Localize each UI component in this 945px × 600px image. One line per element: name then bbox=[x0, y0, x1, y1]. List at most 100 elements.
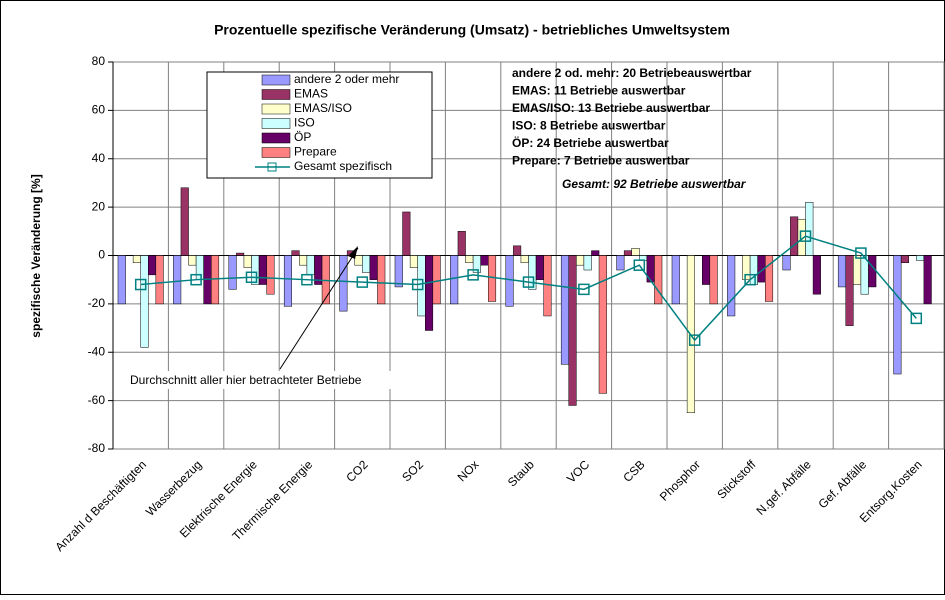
annotation: andere 2 od. mehr: 20 Betriebeauswertbar bbox=[512, 66, 752, 80]
bar bbox=[180, 187, 189, 256]
bar bbox=[845, 255, 854, 326]
legend-swatch bbox=[261, 147, 291, 158]
bar bbox=[402, 211, 411, 256]
legend-swatch bbox=[261, 132, 291, 144]
legend-label: ÖP bbox=[294, 130, 311, 144]
bar bbox=[132, 255, 141, 264]
line-marker bbox=[633, 259, 646, 271]
bar bbox=[236, 252, 245, 256]
legend-label: EMAS/ISO bbox=[294, 101, 352, 115]
bar bbox=[560, 255, 570, 365]
bar bbox=[306, 255, 315, 276]
bar bbox=[790, 216, 799, 256]
legend-swatch bbox=[261, 89, 291, 100]
y-tick-label: 80 bbox=[92, 54, 106, 68]
bar bbox=[450, 255, 459, 305]
bar bbox=[616, 255, 625, 271]
bar bbox=[543, 255, 552, 317]
bar bbox=[140, 255, 149, 348]
bar bbox=[631, 247, 640, 256]
line-marker bbox=[411, 278, 424, 291]
bar bbox=[228, 255, 237, 290]
bar bbox=[893, 255, 902, 375]
bar bbox=[583, 255, 592, 271]
y-tick-label: -60 bbox=[88, 393, 106, 407]
y-tick-label: -20 bbox=[88, 296, 106, 310]
y-tick-label: -40 bbox=[88, 344, 106, 358]
bar bbox=[535, 255, 544, 280]
bar bbox=[671, 255, 680, 305]
annotation: EMAS: 11 Betriebe auswertbar bbox=[512, 84, 686, 98]
bar bbox=[709, 255, 718, 305]
bar bbox=[568, 255, 577, 406]
line-marker bbox=[467, 269, 479, 281]
arrow-note: Durchschnitt aller hier betrachteter Bet… bbox=[130, 373, 362, 387]
line-marker bbox=[522, 276, 535, 288]
bar bbox=[520, 255, 529, 264]
bar bbox=[742, 255, 751, 280]
line-marker bbox=[799, 230, 812, 242]
bar bbox=[598, 255, 607, 394]
bar bbox=[362, 255, 371, 273]
y-axis-title: spezifische Veränderung [%] bbox=[29, 174, 43, 337]
bar bbox=[528, 255, 537, 290]
legend-box bbox=[206, 71, 433, 179]
bar bbox=[576, 255, 585, 266]
line-marker bbox=[190, 273, 202, 286]
line-marker bbox=[910, 312, 923, 325]
bar bbox=[283, 255, 293, 307]
bar bbox=[173, 255, 182, 305]
annotation: EMAS/ISO: 13 Betriebe auswertbar bbox=[512, 101, 710, 115]
bar bbox=[417, 255, 426, 317]
bar bbox=[623, 250, 632, 256]
bar bbox=[457, 231, 466, 256]
bar bbox=[148, 255, 157, 276]
bar bbox=[727, 255, 736, 317]
line-marker bbox=[855, 247, 867, 259]
bar bbox=[480, 255, 489, 266]
line-marker bbox=[688, 334, 701, 346]
bar bbox=[243, 255, 252, 268]
bar bbox=[916, 255, 925, 261]
y-tick-label: -80 bbox=[88, 441, 106, 455]
bar bbox=[377, 255, 386, 305]
y-tick-label: 0 bbox=[98, 248, 105, 262]
line-marker bbox=[744, 273, 756, 286]
legend-label: Prepare bbox=[294, 145, 337, 159]
annotation: ÖP: 24 Betriebe auswertbar bbox=[512, 135, 669, 150]
bar bbox=[702, 255, 711, 285]
legend-swatch bbox=[261, 74, 291, 86]
bar bbox=[188, 255, 197, 266]
bar bbox=[354, 255, 363, 266]
bar bbox=[258, 255, 267, 285]
bar bbox=[394, 255, 403, 288]
bar bbox=[487, 255, 497, 302]
bar bbox=[425, 255, 434, 331]
chart-title: Prozentuelle spezifische Veränderung (Um… bbox=[214, 22, 730, 38]
bar bbox=[339, 255, 348, 312]
legend-label: EMAS bbox=[294, 87, 328, 101]
legend-label: ISO bbox=[294, 116, 315, 130]
bar bbox=[291, 250, 300, 256]
annotation: ISO: 8 Betriebe auswertbar bbox=[512, 119, 666, 133]
line bbox=[140, 235, 917, 342]
bar bbox=[868, 255, 877, 288]
bar bbox=[837, 255, 847, 288]
legend-swatch bbox=[261, 103, 291, 115]
y-tick-label: 40 bbox=[92, 151, 106, 165]
arrow-head bbox=[348, 246, 358, 259]
total-note: Gesamt: 92 Betriebe auswertbar bbox=[562, 177, 747, 191]
arrow bbox=[279, 247, 359, 370]
bar bbox=[853, 255, 862, 285]
legend-label: Gesamt spezifisch bbox=[294, 159, 392, 173]
bar bbox=[749, 255, 758, 285]
bar bbox=[465, 255, 474, 264]
bar bbox=[195, 255, 204, 280]
legend-label: andere 2 oder mehr bbox=[294, 72, 399, 86]
y-tick-label: 20 bbox=[92, 199, 106, 213]
bar bbox=[409, 255, 418, 268]
legend-marker bbox=[267, 162, 277, 172]
bar bbox=[369, 255, 378, 280]
